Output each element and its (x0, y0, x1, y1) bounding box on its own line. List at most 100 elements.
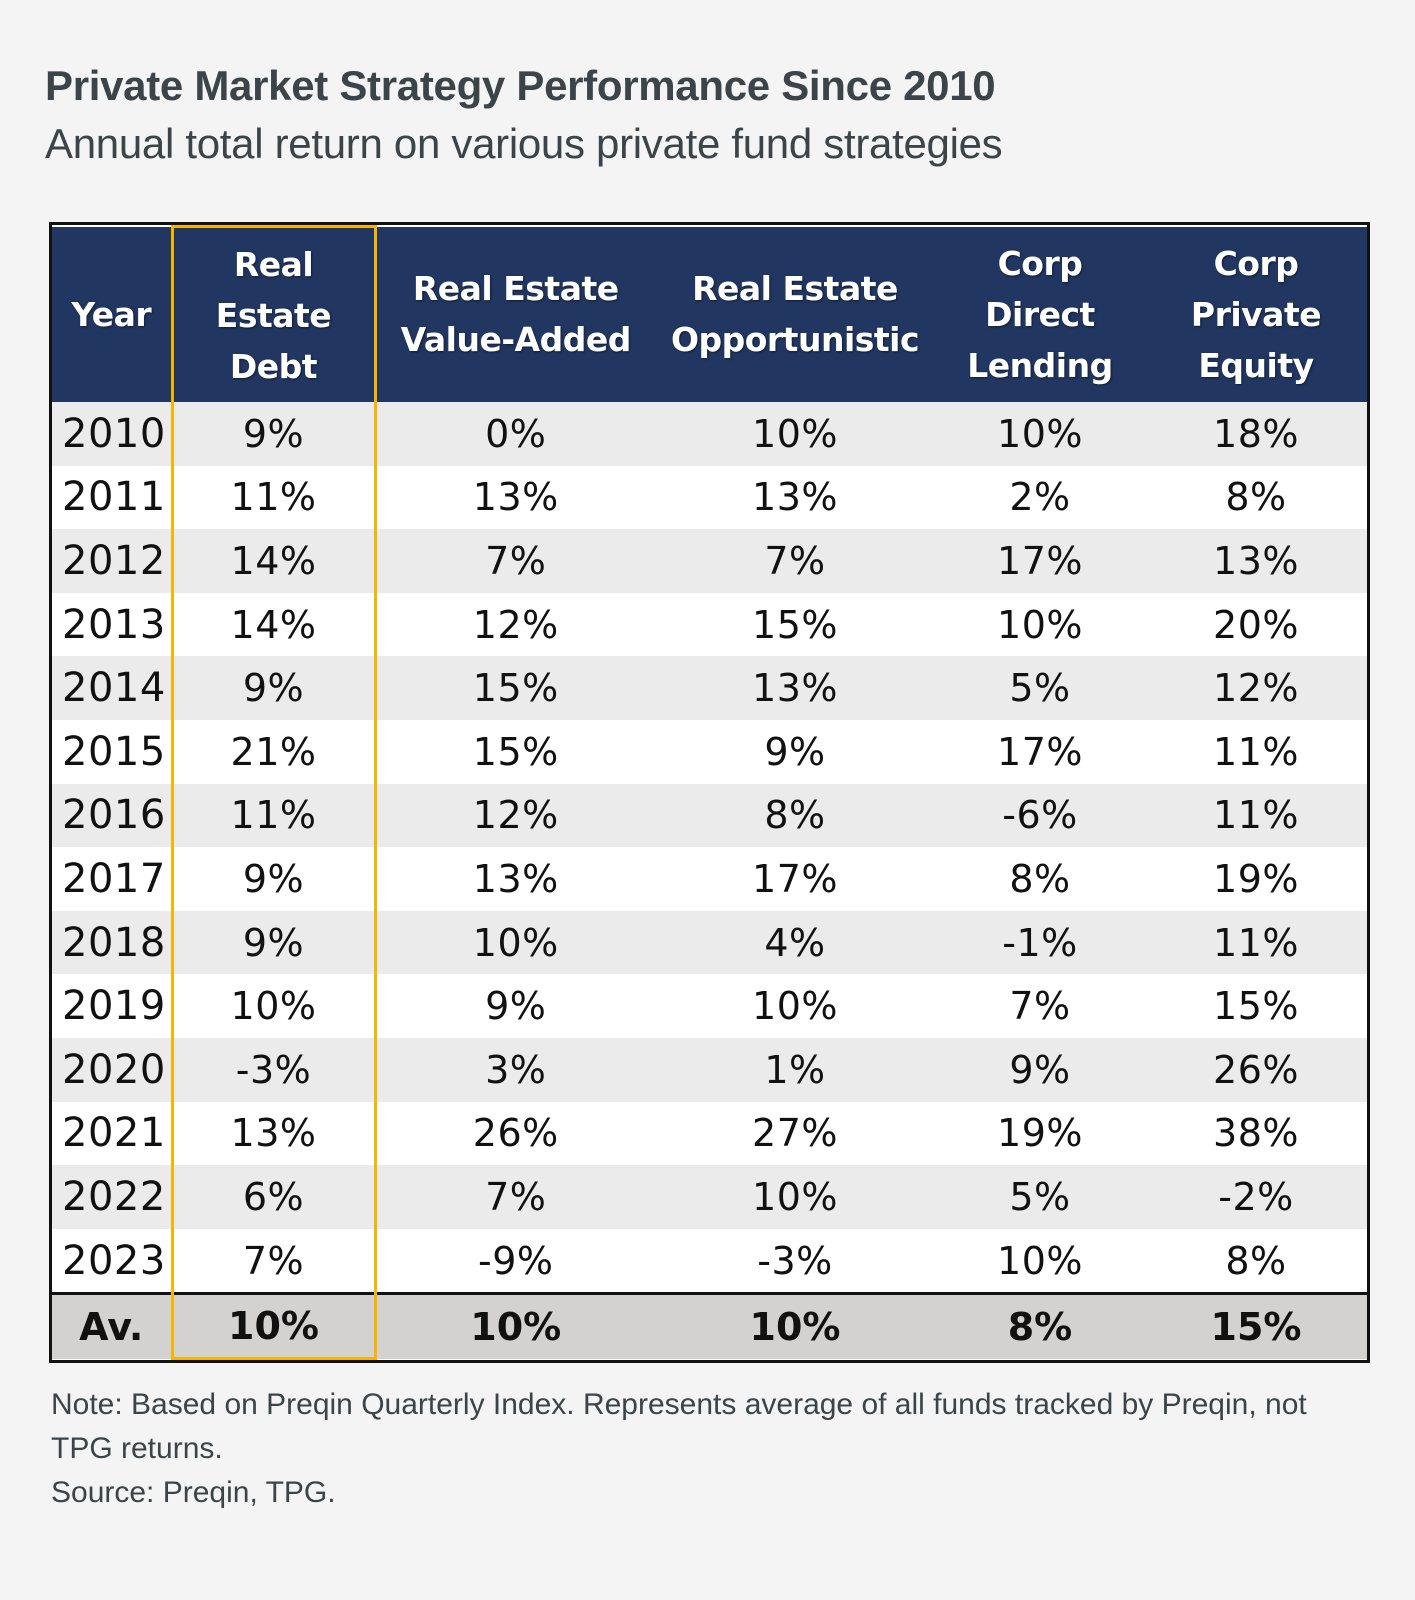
value-cell-red: 11% (170, 783, 377, 848)
value-cell-cdl: -1% (935, 910, 1145, 975)
value-cell-red: 21% (170, 719, 377, 784)
year-cell: 2010 (52, 402, 172, 466)
year-cell: 2016 (52, 783, 172, 848)
column-header-line: Debt (229, 346, 318, 386)
value-cell-red: 11% (170, 465, 377, 530)
value-cell-cdl: 9% (935, 1037, 1145, 1102)
table-row: 2019 10% 9% 10% 7% 15% (52, 974, 1367, 1038)
value-cell-red: 7% (170, 1228, 377, 1294)
value-cell-reva: 7% (375, 1165, 655, 1229)
column-header-reo: Real Estate Opportunistic (655, 226, 935, 402)
value-cell-cpe: 8% (1145, 1228, 1367, 1294)
year-cell: 2015 (52, 719, 172, 784)
value-cell-reo: 8% (655, 783, 935, 848)
value-cell-reva: 13% (375, 465, 655, 530)
value-cell-cdl: 7% (935, 974, 1145, 1038)
table-row: 2016 11% 12% 8% -6% 11% (52, 783, 1367, 848)
column-header-red: Real Estate Debt (170, 225, 377, 402)
year-cell: 2020 (52, 1037, 172, 1102)
year-cell: 2021 (52, 1101, 172, 1166)
value-cell-reva: 9% (375, 974, 655, 1038)
table-row: 2020 -3% 3% 1% 9% 26% (52, 1037, 1367, 1102)
column-header-line: Real Estate (692, 269, 898, 309)
value-cell-reo: 7% (655, 529, 935, 593)
value-cell-reo: 13% (655, 465, 935, 530)
table-row: 2013 14% 12% 15% 10% 20% (52, 592, 1367, 657)
table-row: 2014 9% 15% 13% 5% 12% (52, 656, 1367, 720)
returns-table-container: Year Real Estate Debt Real Estate Value-Added… (49, 222, 1370, 1364)
value-cell-red: 9% (170, 847, 377, 911)
value-cell-cdl: 8% (935, 847, 1145, 911)
value-cell-cpe: 11% (1145, 719, 1367, 784)
value-cell-cdl: 10% (935, 402, 1145, 466)
value-cell-red: 14% (170, 592, 377, 657)
column-header-line: Lending (967, 345, 1113, 385)
value-cell-cdl: 10% (935, 1228, 1145, 1294)
value-cell-red: 13% (170, 1101, 377, 1166)
value-cell-reo: 1% (655, 1037, 935, 1102)
note-text: Note: Based on Preqin Quarterly Index. R… (51, 1388, 1307, 1465)
average-row: Av. 10% 10% 10% 8% 15% (52, 1292, 1367, 1361)
value-cell-red: 9% (170, 656, 377, 720)
value-cell-reva: 26% (375, 1101, 655, 1166)
value-cell-reo: 15% (655, 592, 935, 657)
value-cell-red: 14% (170, 529, 377, 593)
table-row: 2021 13% 26% 27% 19% 38% (52, 1101, 1367, 1166)
value-cell-cpe: 26% (1145, 1037, 1367, 1102)
value-cell-cdl: 10% (935, 592, 1145, 657)
year-cell: 2011 (52, 465, 172, 530)
footnotes: Note: Based on Preqin Quarterly Index. R… (51, 1383, 1371, 1515)
column-header-line: Real Estate (412, 269, 619, 309)
year-cell: 2019 (52, 974, 172, 1038)
value-cell-cpe: 18% (1145, 402, 1367, 466)
table-row: 2018 9% 10% 4% -1% 11% (52, 910, 1367, 975)
year-cell: 2018 (52, 910, 172, 975)
table-row: 2010 9% 0% 10% 10% 18% (52, 402, 1367, 466)
column-header-line: Estate (215, 295, 332, 335)
value-cell-cpe: 38% (1145, 1101, 1367, 1166)
value-cell-reva: 13% (375, 847, 655, 911)
value-cell-reva: 15% (375, 656, 655, 720)
column-header-line: Real (233, 244, 314, 284)
value-cell-cpe: 13% (1145, 529, 1367, 593)
value-cell-red: 10% (170, 974, 377, 1038)
value-cell-reo: 13% (655, 656, 935, 720)
table-row: 2015 21% 15% 9% 17% 11% (52, 719, 1367, 784)
column-header-year: Year (52, 226, 172, 402)
value-cell-red: 9% (170, 910, 377, 975)
year-cell: 2023 (52, 1228, 172, 1294)
column-header-cpe: Corp Private Equity (1145, 226, 1367, 402)
average-cell-cpe: 15% (1145, 1292, 1367, 1359)
returns-table: Year Real Estate Debt Real Estate Value-Added… (52, 225, 1367, 1361)
column-header-line: Opportunistic (670, 320, 920, 360)
table-body: 2010 9% 0% 10% 10% 18% 2011 11% 13% 13% 2% 8% 2012 14… (52, 402, 1367, 1294)
column-header-reva: Real Estate Value-Added (375, 226, 655, 402)
year-cell: 2014 (52, 656, 172, 720)
average-label: Av. (52, 1292, 172, 1359)
column-header-cdl: Corp Direct Lending (935, 226, 1145, 402)
column-header-line: Value-Added (400, 320, 632, 360)
column-header-line: Corp (1213, 243, 1299, 283)
table-row: 2017 9% 13% 17% 8% 19% (52, 847, 1367, 911)
value-cell-red: -3% (170, 1037, 377, 1102)
value-cell-reva: 10% (375, 910, 655, 975)
column-header-line: Year (71, 294, 152, 334)
value-cell-reva: 12% (375, 592, 655, 657)
value-cell-cpe: 12% (1145, 656, 1367, 720)
value-cell-reo: -3% (655, 1228, 935, 1294)
value-cell-cpe: 11% (1145, 783, 1367, 848)
table-row: 2023 7% -9% -3% 10% 8% (52, 1228, 1367, 1294)
value-cell-cdl: 17% (935, 719, 1145, 784)
value-cell-reva: 15% (375, 719, 655, 784)
value-cell-reo: 10% (655, 1165, 935, 1229)
value-cell-reo: 9% (655, 719, 935, 784)
value-cell-cpe: 15% (1145, 974, 1367, 1038)
year-cell: 2022 (52, 1165, 172, 1229)
value-cell-cdl: 2% (935, 465, 1145, 530)
chart-subtitle: Annual total return on various private f… (45, 120, 1003, 167)
column-header-line: Equity (1198, 345, 1314, 385)
value-cell-cdl: 19% (935, 1101, 1145, 1166)
year-cell: 2012 (52, 529, 172, 593)
value-cell-reva: 0% (375, 402, 655, 466)
value-cell-cpe: 11% (1145, 910, 1367, 975)
